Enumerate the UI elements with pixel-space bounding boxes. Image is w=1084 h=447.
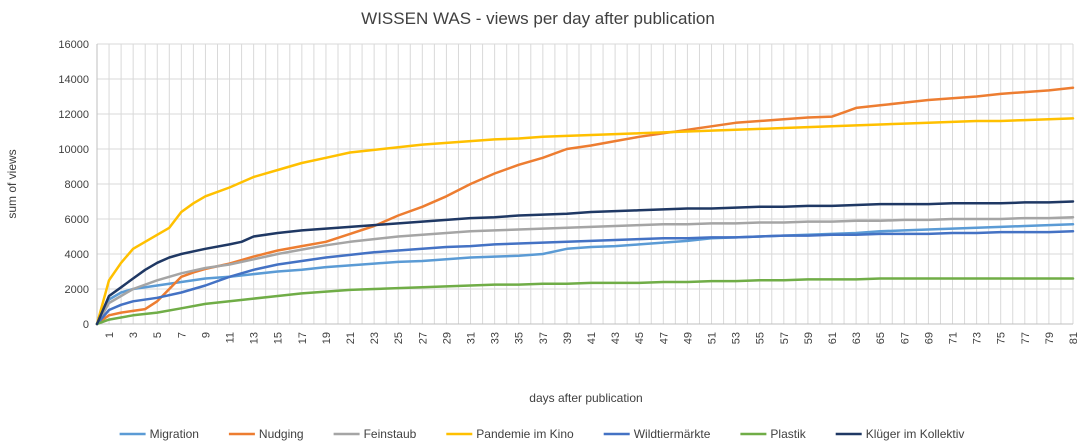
- x-tick-label: 7: [176, 332, 188, 338]
- series-line: [95, 223, 1075, 326]
- chart-title: WISSEN WAS - views per day after publica…: [361, 9, 715, 28]
- legend-label: Migration: [150, 427, 199, 441]
- x-tick-label: 17: [297, 332, 309, 344]
- x-tick-label: 19: [321, 332, 333, 344]
- x-tick-label: 53: [731, 332, 743, 344]
- legend-label: Nudging: [259, 427, 304, 441]
- y-tick-label: 10000: [58, 144, 89, 156]
- series-line: [95, 216, 1075, 326]
- legend-item: Pandemie im Kino: [446, 427, 574, 441]
- legend-item: Plastik: [740, 427, 807, 441]
- legend: Migration Nudging Feinstaub Pandemie im Kin…: [119, 427, 965, 441]
- x-tick-label: 15: [273, 332, 285, 344]
- x-tick-label: 11: [225, 332, 237, 343]
- legend-label: Wildtiermärkte: [634, 427, 711, 441]
- x-tick-label: 9: [200, 332, 212, 338]
- y-axis-label: sum of views: [5, 149, 19, 218]
- x-tick-label: 51: [707, 332, 719, 344]
- x-tick-label: 21: [345, 332, 357, 344]
- series-lines: [95, 86, 1075, 326]
- y-tick-label: 16000: [58, 39, 89, 51]
- x-tick-label: 61: [827, 332, 839, 344]
- x-tick-label: 77: [1020, 332, 1032, 344]
- x-tick-label: 39: [562, 332, 574, 344]
- x-tick-label: 37: [538, 332, 550, 344]
- x-tick-label: 23: [369, 332, 381, 344]
- x-tick-label: 59: [803, 332, 815, 344]
- series-line: [95, 86, 1075, 326]
- x-tick-label: 49: [682, 332, 694, 344]
- x-tick-label: 45: [634, 332, 646, 344]
- x-tick-label: 71: [948, 332, 960, 344]
- x-tick-label: 81: [1068, 332, 1080, 344]
- y-tick-label: 6000: [65, 214, 89, 226]
- x-tick-label: 41: [586, 332, 598, 344]
- x-tick-label: 31: [466, 332, 478, 344]
- x-tick-label: 67: [899, 332, 911, 344]
- x-tick-label: 13: [249, 332, 261, 344]
- x-tick-label: 63: [851, 332, 863, 344]
- series-line: [95, 117, 1075, 326]
- legend-item: Nudging: [228, 427, 304, 441]
- y-tick-label: 0: [83, 319, 89, 331]
- x-tick-label: 47: [658, 332, 670, 344]
- series-line: [95, 200, 1075, 326]
- y-tick-label: 14000: [58, 74, 89, 86]
- legend-label: Klüger im Kollektiv: [866, 427, 965, 441]
- y-tick-label: 4000: [65, 249, 89, 261]
- legend-item: Klüger im Kollektiv: [835, 427, 965, 441]
- x-tick-label: 55: [755, 332, 767, 344]
- x-tick-label: 57: [779, 332, 791, 344]
- y-tick-label: 2000: [65, 284, 89, 296]
- series-line: [95, 277, 1075, 326]
- series-line: [95, 230, 1075, 326]
- x-tick-label: 27: [417, 332, 429, 344]
- x-tick-label: 73: [972, 332, 984, 344]
- x-tick-label: 3: [128, 332, 140, 338]
- x-tick-label: 1: [104, 332, 116, 338]
- legend-label: Feinstaub: [364, 427, 417, 441]
- x-tick-label: 35: [514, 332, 526, 344]
- y-tick-label: 8000: [65, 179, 89, 191]
- y-tick-label: 12000: [58, 109, 89, 121]
- legend-label: Pandemie im Kino: [476, 427, 574, 441]
- x-tick-label: 25: [393, 332, 405, 344]
- x-tick-label: 5: [152, 332, 164, 338]
- x-tick-label: 29: [441, 332, 453, 344]
- x-tick-label: 75: [996, 332, 1008, 344]
- legend-label: Plastik: [770, 427, 806, 441]
- legend-item: Migration: [119, 427, 199, 441]
- x-tick-label: 69: [923, 332, 935, 344]
- x-axis-label: days after publication: [529, 391, 642, 405]
- x-tick-label: 33: [490, 332, 502, 344]
- x-tick-label: 43: [610, 332, 622, 344]
- gridlines: [97, 43, 1074, 325]
- x-tick-label: 65: [875, 332, 887, 344]
- legend-item: Wildtiermärkte: [603, 427, 711, 441]
- legend-item: Feinstaub: [333, 427, 417, 441]
- x-tick-label: 79: [1044, 332, 1056, 344]
